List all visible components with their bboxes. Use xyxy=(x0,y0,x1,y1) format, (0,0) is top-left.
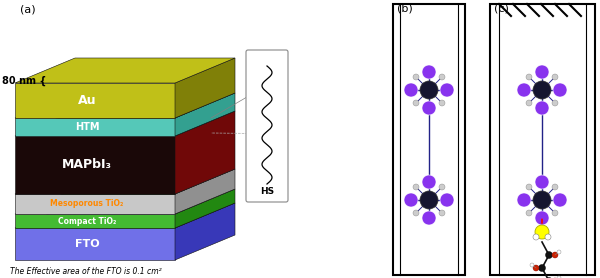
Circle shape xyxy=(439,74,445,80)
Polygon shape xyxy=(175,58,235,118)
Circle shape xyxy=(553,83,567,97)
Circle shape xyxy=(526,74,532,80)
Circle shape xyxy=(535,211,549,225)
Circle shape xyxy=(552,210,558,216)
Circle shape xyxy=(413,184,419,190)
Circle shape xyxy=(526,184,532,190)
Circle shape xyxy=(535,65,549,79)
Circle shape xyxy=(533,81,551,99)
Text: HTM: HTM xyxy=(75,122,99,132)
Circle shape xyxy=(535,175,549,189)
Text: (c): (c) xyxy=(494,3,509,13)
Circle shape xyxy=(422,211,436,225)
Circle shape xyxy=(422,101,436,115)
Polygon shape xyxy=(15,203,235,228)
Circle shape xyxy=(545,277,553,278)
Circle shape xyxy=(557,276,561,278)
Text: FTO: FTO xyxy=(74,239,100,249)
Text: The Effective area of the FTO is 0.1 cm²: The Effective area of the FTO is 0.1 cm² xyxy=(10,267,161,277)
Circle shape xyxy=(533,234,539,240)
Circle shape xyxy=(439,184,445,190)
Circle shape xyxy=(413,210,419,216)
Circle shape xyxy=(533,191,551,209)
Polygon shape xyxy=(175,169,235,214)
Polygon shape xyxy=(15,136,175,194)
Text: (b): (b) xyxy=(397,3,413,13)
Circle shape xyxy=(533,265,539,271)
Circle shape xyxy=(526,100,532,106)
Polygon shape xyxy=(15,228,175,260)
Circle shape xyxy=(413,100,419,106)
Circle shape xyxy=(545,234,551,240)
Polygon shape xyxy=(175,111,235,194)
Text: (a): (a) xyxy=(20,4,35,14)
Circle shape xyxy=(420,191,438,209)
Polygon shape xyxy=(15,58,235,83)
Polygon shape xyxy=(15,83,175,118)
Text: 80 nm {: 80 nm { xyxy=(2,76,46,86)
Polygon shape xyxy=(15,169,235,194)
Circle shape xyxy=(539,264,545,272)
Bar xyxy=(393,4,465,275)
Circle shape xyxy=(440,83,454,97)
Circle shape xyxy=(413,74,419,80)
Circle shape xyxy=(439,210,445,216)
Circle shape xyxy=(535,101,549,115)
Polygon shape xyxy=(175,189,235,228)
Text: MAPbI₃: MAPbI₃ xyxy=(62,158,112,172)
Circle shape xyxy=(530,263,534,267)
FancyBboxPatch shape xyxy=(246,50,288,202)
Polygon shape xyxy=(15,194,175,214)
Circle shape xyxy=(553,193,567,207)
Circle shape xyxy=(552,252,558,258)
Circle shape xyxy=(552,184,558,190)
Circle shape xyxy=(404,193,418,207)
Bar xyxy=(490,4,595,275)
Polygon shape xyxy=(15,214,175,228)
Polygon shape xyxy=(15,189,235,214)
Circle shape xyxy=(557,250,561,254)
Circle shape xyxy=(439,100,445,106)
Polygon shape xyxy=(15,93,235,118)
Text: Compact TiO₂: Compact TiO₂ xyxy=(58,217,116,225)
Circle shape xyxy=(404,83,418,97)
Circle shape xyxy=(526,210,532,216)
Polygon shape xyxy=(175,203,235,260)
Polygon shape xyxy=(15,111,235,136)
Circle shape xyxy=(535,225,549,239)
Polygon shape xyxy=(15,118,175,136)
Circle shape xyxy=(517,83,531,97)
Circle shape xyxy=(517,193,531,207)
Circle shape xyxy=(422,65,436,79)
Circle shape xyxy=(420,81,438,99)
Circle shape xyxy=(552,100,558,106)
Circle shape xyxy=(552,74,558,80)
Circle shape xyxy=(545,252,553,259)
Polygon shape xyxy=(175,93,235,136)
Text: Au: Au xyxy=(78,94,96,107)
Circle shape xyxy=(440,193,454,207)
Text: Mesoporous TiO₂: Mesoporous TiO₂ xyxy=(50,200,124,208)
Text: HS: HS xyxy=(260,187,274,197)
Circle shape xyxy=(422,175,436,189)
